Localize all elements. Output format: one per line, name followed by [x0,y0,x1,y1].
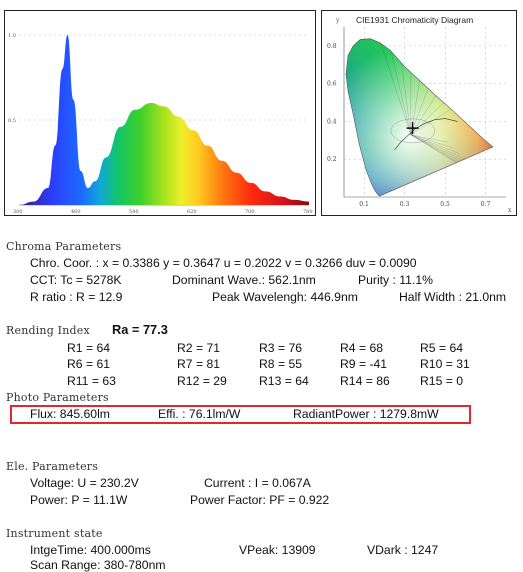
chroma-heading: Chroma Parameters [6,240,122,253]
cie-x-tick: 0.1 [359,201,369,208]
photo-radiant-power: RadiantPower : 1279.8mW [293,407,439,421]
rendering-value: R6 = 61 [67,357,111,371]
instrument-vdark: VDark : 1247 [367,543,439,557]
chroma-cct: CCT: Tc = 5278K [30,273,122,287]
rendering-value: R4 = 68 [340,341,384,355]
chroma-r-ratio: R ratio : R = 12.9 [30,290,123,304]
instrument-scan-range: Scan Range: 380-780nm [30,558,166,572]
rendering-value: R15 = 0 [420,374,464,388]
ele-power: Power: P = 11.1W [30,493,128,507]
rendering-value: R9 = -41 [340,357,388,371]
chroma-dominant-wave: Dominant Wave.: 562.1nm [172,273,316,287]
spectrum-chart: 0.5 1.0 380 460 540 620 700 780 [8,33,313,215]
ele-power-factor: Power Factor: PF = 0.922 [190,493,330,507]
cie-diagram: 0.8 0.6 0.4 0.2 0.1 0.3 0.5 0.7 [327,27,506,208]
cie-isoline [410,134,448,143]
cie-isoline [410,134,472,166]
chroma-coordinates: Chro. Coor. : x = 0.3386 y = 0.3647 u = … [30,256,417,270]
rendering-ra: Ra = 77.3 [112,322,168,337]
cie-isoline [410,134,466,160]
rendering-value: R5 = 64 [420,341,464,355]
spectrum-area [19,35,309,205]
cie-isoline [410,79,432,135]
instrument-vpeak: VPeak: 13909 [239,543,316,557]
chroma-peak-wavelength: Peak Wavelengh: 446.9nm [212,290,358,304]
instrument-integ-time: IntgeTime: 400.000ms [30,543,151,557]
rendering-heading: Rending Index [6,324,90,337]
rendering-value: R14 = 86 [340,374,390,388]
chroma-half-width: Half Width : 21.0nm [399,290,507,304]
ele-current: Current : I = 0.067A [204,476,311,490]
cie-y-letter: y [336,17,340,24]
cie-isoline [400,57,412,135]
cie-x-letter: x [508,207,512,214]
spectrum-x-tick: 620 [187,209,197,215]
ele-voltage: Voltage: U = 230.2V [30,476,139,490]
photo-flux: Flux: 845.60lm [30,407,110,421]
rendering-value: R13 = 64 [259,374,309,388]
rendering-value: R3 = 76 [259,341,303,355]
cie-y-tick: 0.2 [327,156,337,163]
photo-efficiency: Effi. : 76.1lm/W [158,407,241,421]
spectrum-x-tick: 460 [71,209,81,215]
photo-heading: Photo Parameters [6,391,109,404]
cie-isoline [410,134,460,154]
cie-title: CIE1931 Chromaticity Diagram [356,15,474,25]
cie-isoline [390,49,412,135]
spectrum-panel: 0.5 1.0 380 460 540 620 700 780 [4,10,316,216]
spectrum-y-tick: 0.5 [8,118,16,124]
cie-y-tick: 0.4 [327,118,337,125]
rendering-value: R8 = 55 [259,357,303,371]
cie-y-tick: 0.6 [327,81,337,88]
rendering-value: R7 = 81 [177,357,221,371]
rendering-value: R2 = 71 [177,341,221,355]
rendering-value: R12 = 29 [177,374,227,388]
cie-panel: 0.8 0.6 0.4 0.2 0.1 0.3 0.5 0.7 y CIE1931 Chrom… [321,10,517,216]
cie-x-tick: 0.3 [400,201,410,208]
chromaticity-point-marker [406,122,419,135]
spectrum-x-tick: 540 [129,209,139,215]
cie-y-tick: 0.8 [327,43,337,50]
rendering-value: R1 = 64 [67,341,111,355]
rendering-value: R10 = 31 [420,357,470,371]
instrument-heading: Instrument state [6,527,103,540]
spectrum-x-tick: 380 [13,209,23,215]
spectrum-x-tick: 700 [245,209,255,215]
cie-isoline [410,134,454,149]
spectrum-x-tick: 780 [303,209,313,215]
photo-highlight-box [10,405,471,424]
chroma-purity: Purity : 11.1% [358,273,433,287]
rendering-value: R11 = 63 [67,374,116,388]
spectrum-y-tick: 1.0 [8,33,16,39]
ele-heading: Ele. Parameters [6,460,99,473]
cie-x-tick: 0.5 [440,201,450,208]
cie-ellipse [390,118,436,144]
cie-x-tick: 0.7 [481,201,491,208]
